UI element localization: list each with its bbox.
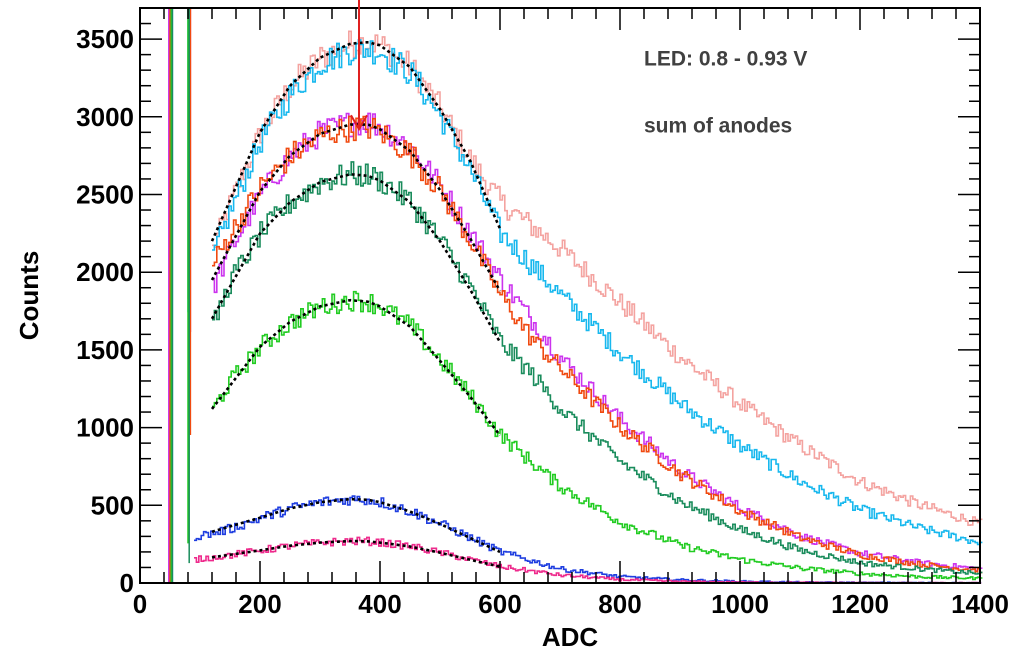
y-tick-label: 1500 <box>76 335 134 365</box>
y-tick-label: 1000 <box>76 413 134 443</box>
annotation-led-voltage: LED: 0.8 - 0.93 V <box>644 48 807 71</box>
x-tick-label: 200 <box>238 589 281 619</box>
x-tick-label: 1200 <box>831 589 889 619</box>
y-tick-label: 3000 <box>76 102 134 132</box>
fit-curve-1 <box>210 123 502 292</box>
y-tick-label: 500 <box>91 490 134 520</box>
peak-marker-arrow <box>350 0 368 132</box>
x-axis-title: ADC <box>542 622 599 652</box>
series-line-5 <box>212 290 983 581</box>
fit-curve-2 <box>210 172 502 343</box>
series-line-3 <box>212 115 983 574</box>
y-axis-title: Counts <box>14 251 44 341</box>
y-tick-labels: 0 500 1000 1500 2000 2500 3000 3500 <box>76 24 134 598</box>
y-tick-label: 0 <box>120 568 134 598</box>
annotation-sum-of-anodes: sum of anodes <box>644 114 792 137</box>
fit-curve-3 <box>210 298 502 437</box>
fit-curve-4 <box>211 497 501 554</box>
x-tick-label: 800 <box>598 589 641 619</box>
fit-curves-layer <box>210 41 502 568</box>
fit-curve-5 <box>211 539 501 568</box>
low-adc-spikes <box>168 8 192 583</box>
x-tick-label: 400 <box>358 589 401 619</box>
x-tick-label: 0 <box>133 589 147 619</box>
y-tick-label: 3500 <box>76 24 134 54</box>
arrow-head <box>350 114 368 132</box>
fit-curve-0 <box>210 41 502 242</box>
series-line-1 <box>212 39 983 546</box>
x-tick-label: 1000 <box>711 589 769 619</box>
y-tick-label: 2500 <box>76 179 134 209</box>
series-line-4 <box>212 161 983 575</box>
axes-frame <box>139 7 981 584</box>
plot-frame <box>139 7 981 584</box>
x-tick-label: 600 <box>478 589 521 619</box>
x-tick-label: 1400 <box>951 589 1009 619</box>
x-tick-labels: 0 200 400 600 800 1000 1200 1400 <box>133 589 1009 619</box>
tick-marks <box>139 7 981 584</box>
y-tick-label: 2000 <box>76 257 134 287</box>
